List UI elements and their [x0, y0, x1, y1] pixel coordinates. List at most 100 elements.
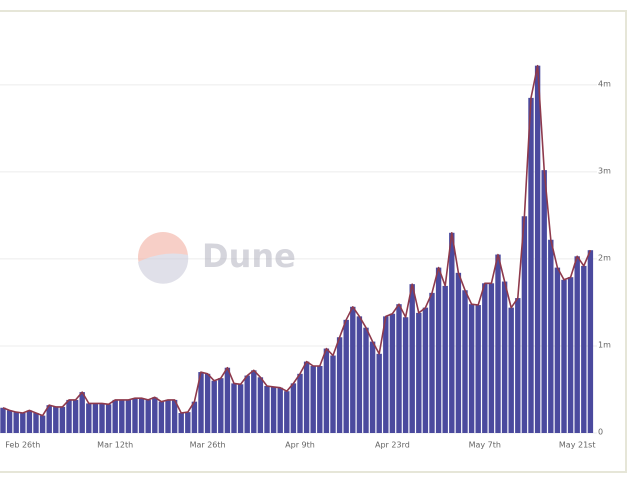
bar [264, 385, 270, 433]
bar [132, 398, 138, 433]
bar [138, 398, 145, 433]
bar [462, 290, 468, 433]
bar [501, 281, 508, 433]
bar [541, 170, 547, 433]
bar [581, 265, 587, 433]
bar [152, 397, 158, 433]
bars [0, 64, 594, 433]
bar [561, 279, 567, 433]
bar [99, 403, 105, 433]
bar [257, 377, 264, 433]
bar [270, 386, 277, 433]
x-tick-label: Apr 9th [285, 441, 315, 450]
bar [515, 298, 521, 433]
bar [112, 399, 118, 433]
bar [198, 372, 204, 433]
bar [383, 316, 389, 433]
bar [284, 391, 290, 433]
bar [26, 410, 33, 433]
bar [521, 216, 528, 433]
bar [475, 305, 481, 433]
bar [528, 97, 534, 433]
bar [587, 250, 594, 433]
bar [0, 407, 6, 433]
bar [33, 412, 39, 433]
bar [455, 272, 462, 433]
x-tick-label: Feb 26th [5, 441, 40, 450]
bar [72, 399, 79, 433]
bar [409, 284, 415, 433]
bar [59, 406, 66, 433]
bar [231, 383, 237, 433]
bar [389, 313, 396, 433]
bar [165, 399, 171, 433]
labels: 0 1m 2m 3m 4m Feb 26th Mar 12th Mar 26th Apr 9th… [5, 79, 611, 449]
bar [158, 401, 165, 433]
bar [442, 285, 448, 433]
bar [178, 412, 184, 433]
bar [534, 65, 541, 433]
bar [416, 312, 422, 433]
y-tick-label: 1m [598, 340, 611, 349]
watermark-logo-shade [138, 253, 189, 284]
bar [303, 361, 310, 433]
x-tick-label: Apr 23rd [375, 441, 410, 450]
bar [20, 412, 26, 433]
watermark: Dune [138, 232, 296, 284]
bar [574, 256, 580, 433]
bar [422, 307, 429, 433]
bar [86, 403, 92, 433]
x-tick-label: Mar 26th [190, 441, 226, 450]
bar [297, 373, 303, 433]
bar [350, 306, 356, 433]
bar [435, 267, 442, 433]
bar [218, 378, 224, 433]
bar [237, 384, 244, 433]
bar [376, 353, 382, 433]
bar [449, 232, 455, 433]
y-tick-label: 2m [598, 253, 611, 262]
bar [119, 399, 125, 433]
bar [488, 283, 495, 433]
bar [310, 365, 316, 433]
bar [204, 373, 211, 433]
bar [145, 399, 151, 433]
x-tick-label: Mar 12th [97, 441, 133, 450]
bar [317, 365, 323, 433]
y-tick-label: 3m [598, 166, 611, 175]
bar [567, 277, 574, 433]
bar [356, 316, 363, 433]
bar [482, 283, 488, 433]
bar [336, 337, 343, 433]
bar [79, 392, 85, 433]
bar [46, 405, 52, 433]
bar [13, 412, 19, 433]
bar [548, 239, 554, 433]
bar [6, 410, 13, 433]
bar [363, 327, 369, 433]
x-tick-label: May 7th [469, 441, 501, 450]
bar [185, 412, 191, 433]
watermark-text: Dune [202, 237, 296, 275]
bar [105, 404, 112, 433]
bar [468, 304, 475, 433]
bar [323, 348, 330, 433]
bar [554, 267, 561, 433]
bar [244, 375, 250, 433]
bar [396, 304, 402, 433]
bar [330, 355, 336, 433]
bar [191, 401, 198, 433]
bar [277, 387, 283, 433]
bar [369, 341, 376, 433]
bar [39, 415, 46, 433]
bar [429, 292, 435, 433]
y-tick-label: 4m [598, 79, 611, 88]
bar [495, 254, 501, 433]
bar [53, 406, 59, 433]
bar [92, 403, 99, 433]
x-tick-label: May 21st [559, 441, 596, 450]
bar [125, 399, 132, 433]
bar [171, 399, 178, 433]
bar [508, 307, 514, 433]
